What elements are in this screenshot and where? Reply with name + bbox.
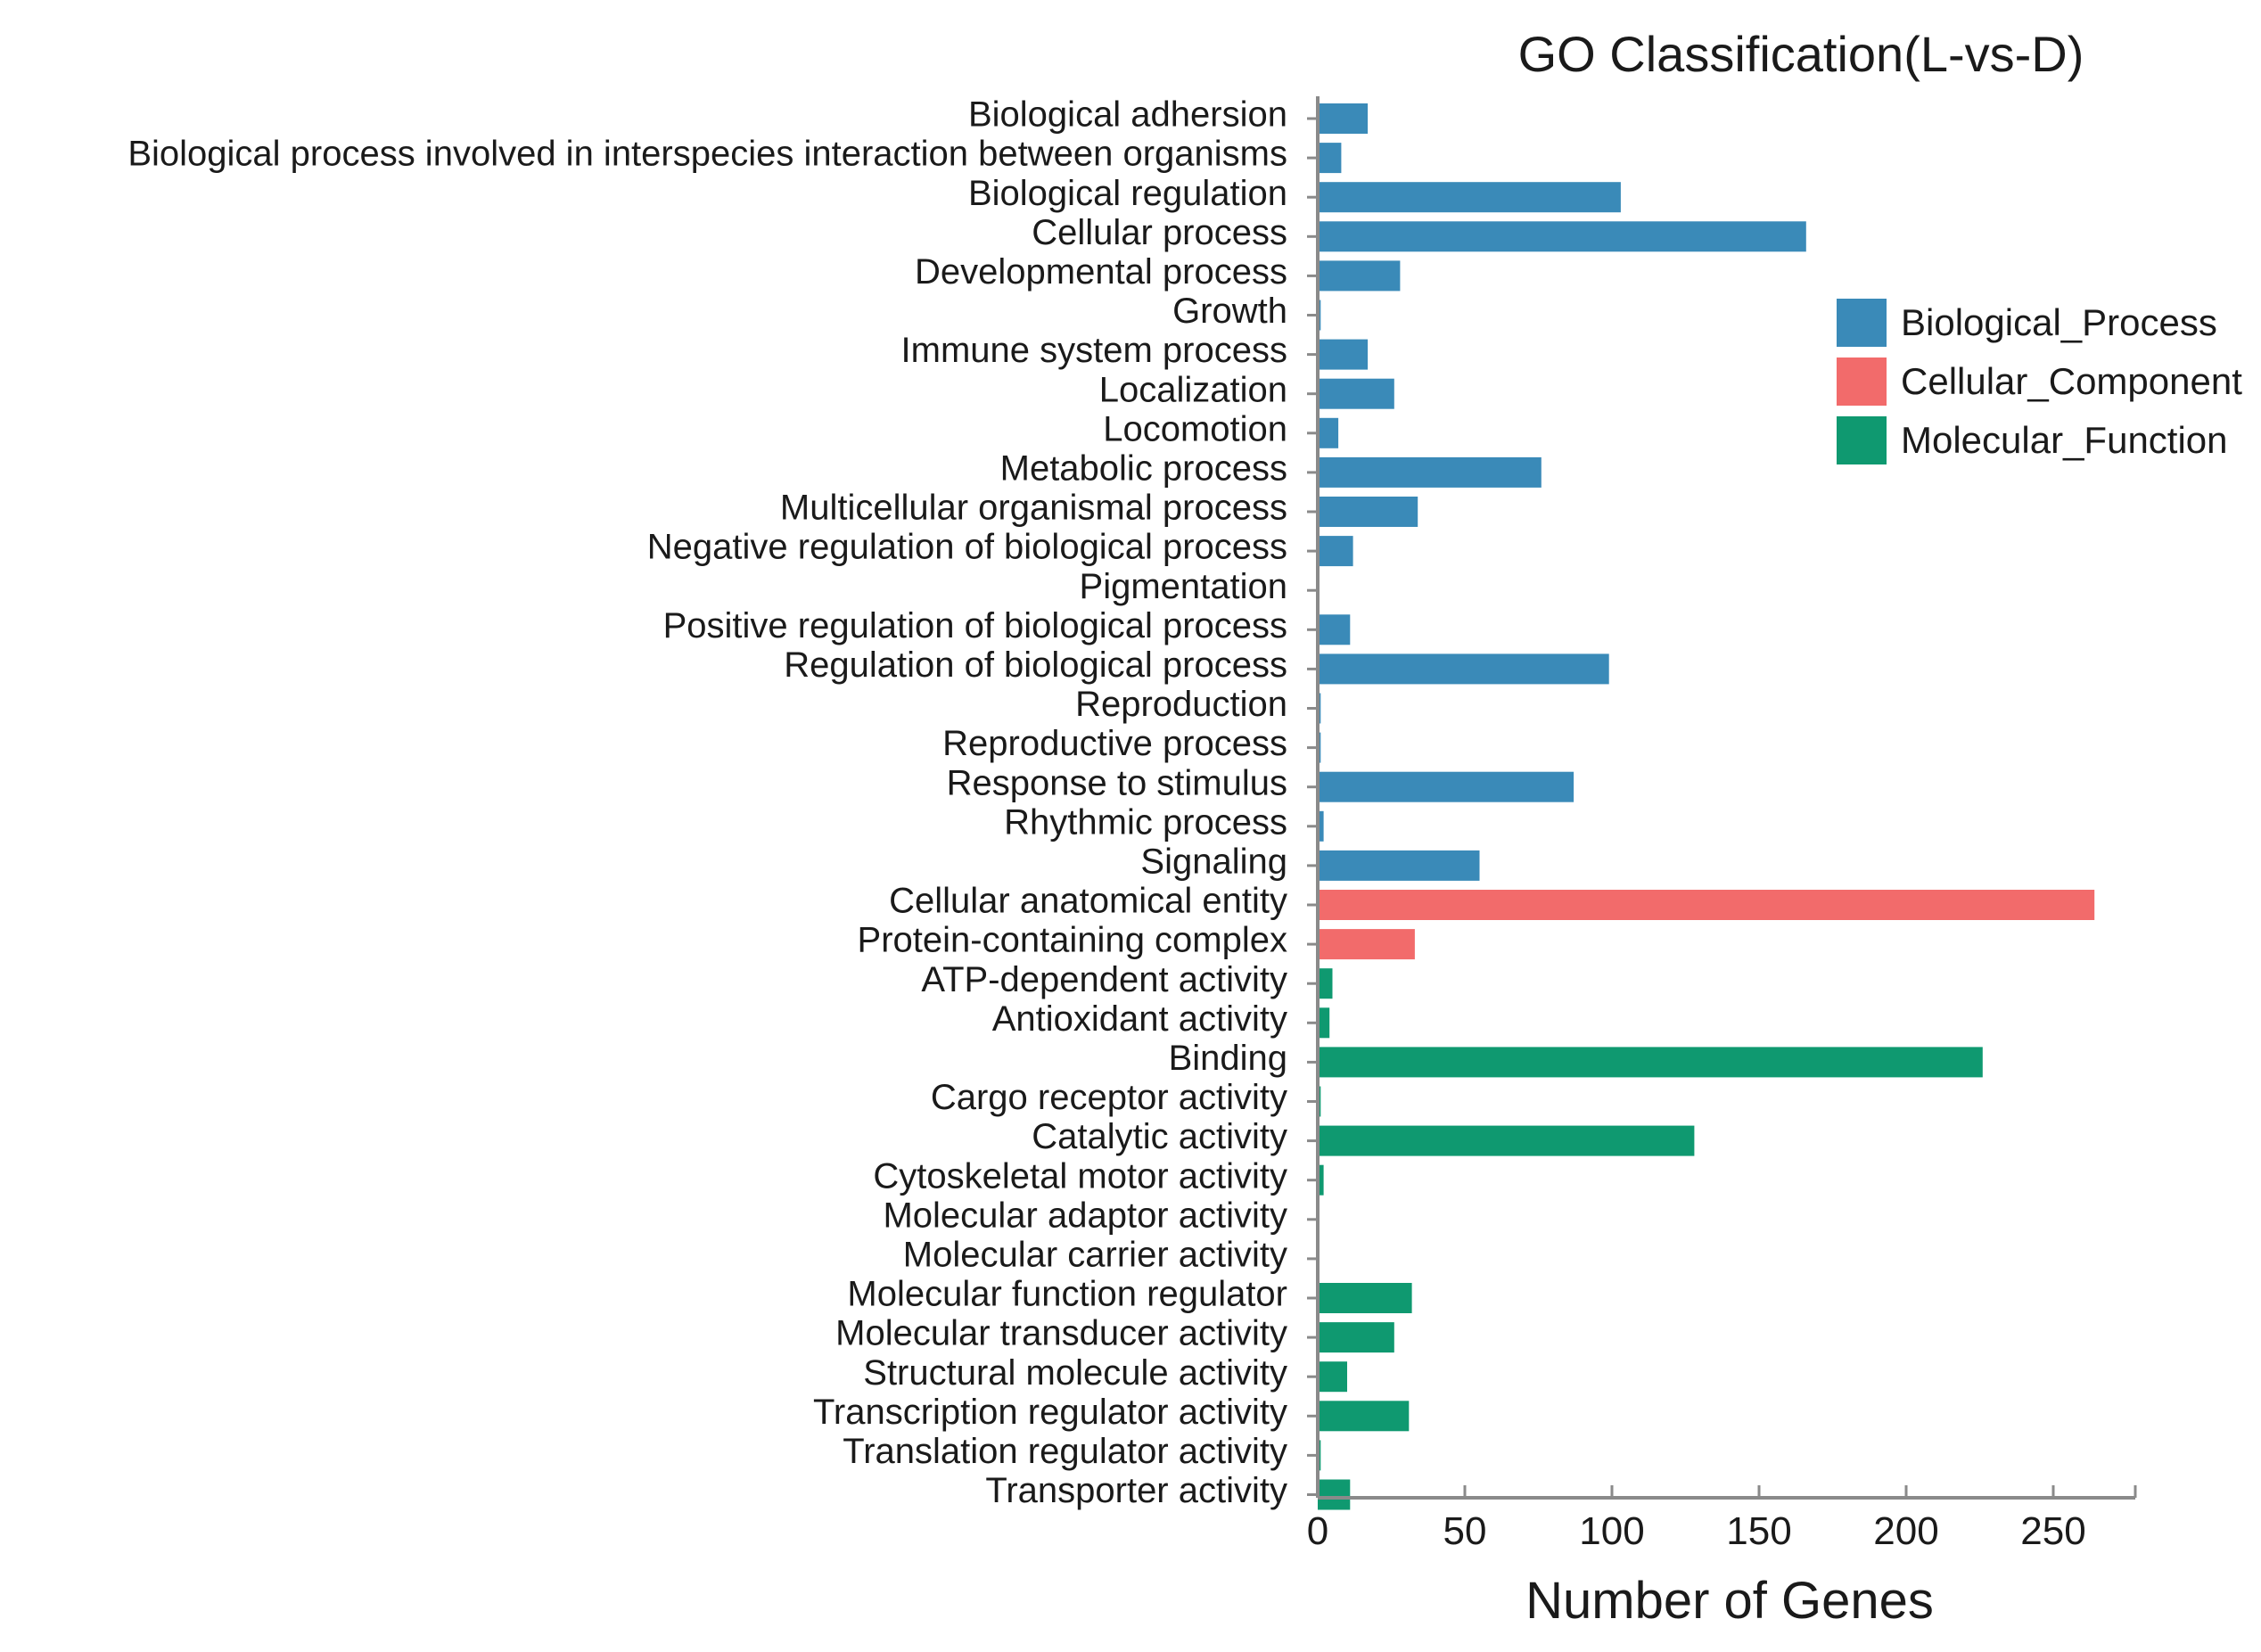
bar-biological-process xyxy=(1318,850,1480,881)
x-tick-label: 200 xyxy=(1873,1509,1938,1553)
category-label: Locomotion xyxy=(1103,409,1287,448)
category-label: Rhythmic process xyxy=(1004,802,1287,842)
bar-molecular-function xyxy=(1318,968,1333,999)
category-label: Binding xyxy=(1169,1039,1287,1078)
category-label: Molecular transducer activity xyxy=(835,1314,1287,1353)
x-tick-label: 0 xyxy=(1307,1509,1328,1553)
bar-biological-process xyxy=(1318,456,1542,488)
legend-label: Biological_Process xyxy=(1901,301,2217,343)
bar-cellular-component xyxy=(1318,890,2095,920)
x-tick-label: 100 xyxy=(1579,1509,1644,1553)
bar-molecular-function xyxy=(1318,1361,1347,1393)
bar-molecular-function xyxy=(1318,1322,1394,1353)
category-label: Reproductive process xyxy=(942,724,1287,763)
bar-biological-process xyxy=(1318,103,1369,134)
bar-biological-process xyxy=(1318,810,1324,842)
bars-layer xyxy=(1318,103,2095,1510)
bar-biological-process xyxy=(1318,497,1418,527)
category-label: Biological regulation xyxy=(968,174,1287,213)
legend-label: Cellular_Component xyxy=(1901,360,2242,402)
bar-biological-process xyxy=(1318,417,1339,448)
bar-molecular-function xyxy=(1318,1007,1330,1039)
category-label: Negative regulation of biological proces… xyxy=(647,528,1287,567)
category-label: Positive regulation of biological proces… xyxy=(663,606,1287,645)
bar-biological-process xyxy=(1318,378,1394,409)
bar-molecular-function xyxy=(1318,1164,1324,1196)
legend-swatch-biological-process xyxy=(1837,299,1887,347)
axes xyxy=(1307,96,2137,1500)
category-label: Developmental process xyxy=(915,252,1287,292)
bar-biological-process xyxy=(1318,221,1806,252)
category-label: ATP-dependent activity xyxy=(921,960,1287,999)
bar-molecular-function xyxy=(1318,1401,1410,1432)
category-label: Transporter activity xyxy=(985,1471,1287,1510)
chart-title: GO Classification(L-vs-D) xyxy=(1518,26,2084,82)
legend-swatch-cellular-component xyxy=(1837,358,1887,406)
category-label: Cargo receptor activity xyxy=(931,1078,1287,1117)
bar-biological-process xyxy=(1318,771,1574,802)
category-label: Structural molecule activity xyxy=(863,1353,1287,1393)
category-label: Growth xyxy=(1172,292,1287,331)
x-tick-label: 150 xyxy=(1726,1509,1791,1553)
category-label: Molecular function regulator xyxy=(847,1275,1287,1314)
bar-molecular-function xyxy=(1318,1283,1412,1313)
category-label: Reproduction xyxy=(1075,685,1287,724)
bar-cellular-component xyxy=(1318,929,1415,960)
x-tick-label: 50 xyxy=(1443,1509,1487,1553)
bar-biological-process xyxy=(1318,143,1342,174)
category-label: Localization xyxy=(1099,370,1287,409)
category-label: Cellular process xyxy=(1032,213,1287,252)
category-label: Biological adhersion xyxy=(968,95,1287,135)
bar-biological-process xyxy=(1318,182,1621,213)
bar-biological-process xyxy=(1318,339,1369,370)
category-label: Molecular carrier activity xyxy=(903,1235,1287,1274)
category-label: Pigmentation xyxy=(1080,567,1287,606)
bar-molecular-function xyxy=(1318,1047,1983,1078)
bar-molecular-function xyxy=(1318,1479,1351,1510)
legend-label: Molecular_Function xyxy=(1901,419,2228,461)
category-label: Immune system process xyxy=(901,331,1287,370)
category-label: Multicellular organismal process xyxy=(780,489,1287,528)
category-label: Catalytic activity xyxy=(1032,1117,1287,1156)
legend-swatch-molecular-function xyxy=(1837,416,1887,464)
category-label: Response to stimulus xyxy=(947,763,1287,802)
x-axis-label: Number of Genes xyxy=(1525,1572,1934,1630)
x-tick-label: 250 xyxy=(2020,1509,2085,1553)
bar-molecular-function xyxy=(1318,1125,1695,1156)
category-label: Translation regulator activity xyxy=(843,1432,1287,1471)
category-label: Metabolic process xyxy=(1000,448,1287,488)
category-label: Biological process involved in interspec… xyxy=(127,135,1287,174)
category-label: Protein-containing complex xyxy=(858,921,1287,960)
bar-biological-process xyxy=(1318,260,1401,292)
category-label: Cytoskeletal motor activity xyxy=(873,1156,1287,1196)
category-label: Regulation of biological process xyxy=(784,645,1287,685)
x-axis-ticks: 0 50 100 150 200 250 xyxy=(1307,1485,2086,1553)
category-label: Molecular adaptor activity xyxy=(883,1196,1287,1235)
bar-biological-process xyxy=(1318,536,1353,567)
legend: Biological_Process Cellular_Component Mole… xyxy=(1837,299,2242,464)
bar-biological-process xyxy=(1318,614,1351,645)
category-label: Transcription regulator activity xyxy=(813,1393,1287,1432)
category-label: Antioxidant activity xyxy=(992,999,1287,1039)
category-label: Cellular anatomical entity xyxy=(889,882,1287,921)
bar-biological-process xyxy=(1318,653,1609,685)
category-label: Signaling xyxy=(1140,842,1287,881)
